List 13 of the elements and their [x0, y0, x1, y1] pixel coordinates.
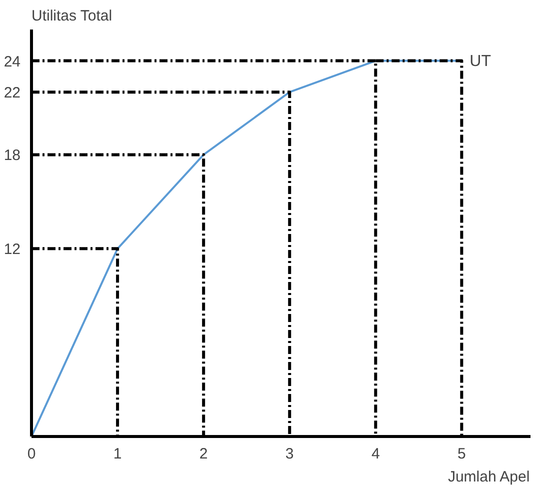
- y-axis-title: Utilitas Total: [32, 8, 112, 24]
- x-tick-label: 1: [113, 446, 122, 462]
- x-axis-title: Jumlah Apel: [448, 468, 530, 486]
- y-tick-label: 12: [4, 241, 21, 258]
- x-tick-label: 0: [27, 446, 36, 462]
- x-tick-label: 2: [199, 446, 208, 462]
- x-tick-label: 4: [371, 446, 380, 462]
- y-tick-label: 18: [4, 147, 21, 164]
- x-tick-label: 5: [458, 446, 466, 462]
- x-tick-label: 3: [285, 446, 294, 462]
- series-label: UT: [470, 52, 492, 70]
- y-tick-label: 22: [4, 84, 21, 102]
- y-tick-label: 24: [4, 53, 21, 70]
